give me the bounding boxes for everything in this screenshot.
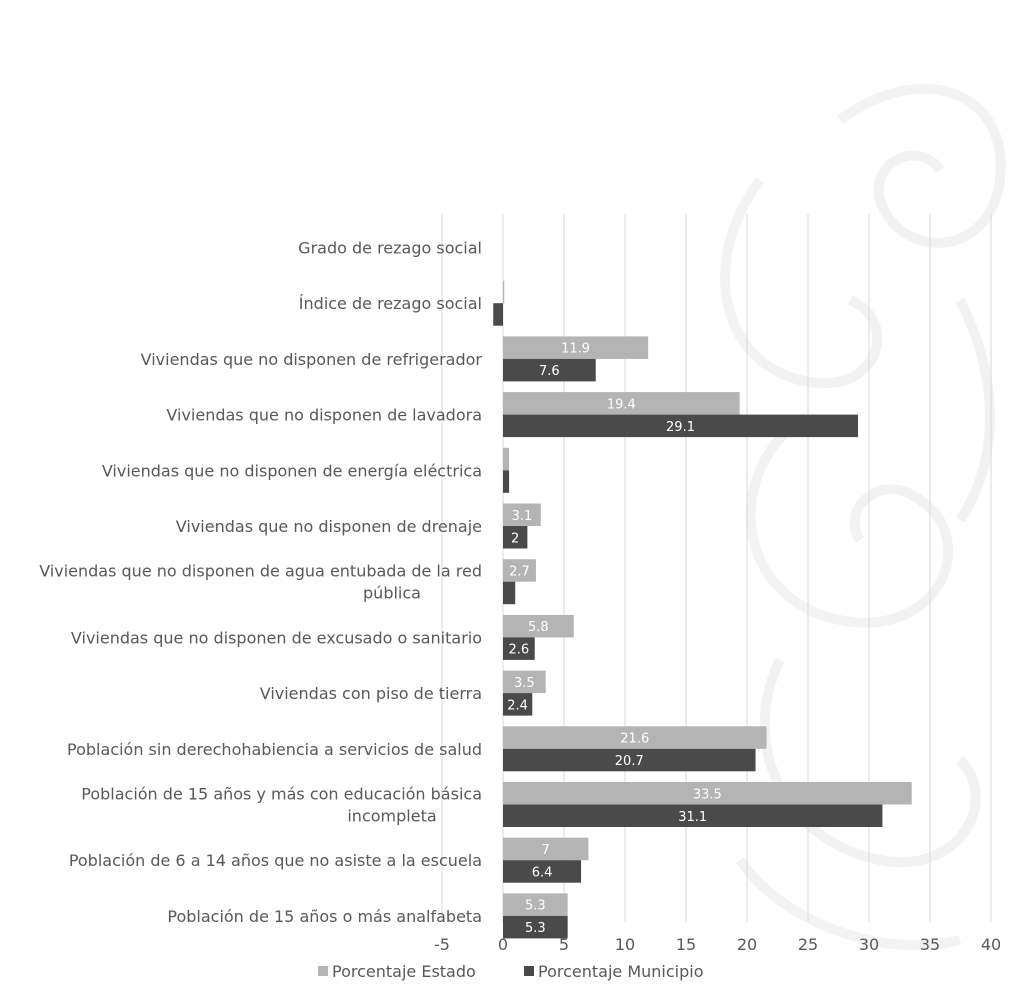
legend-label: Porcentaje Municipio (538, 962, 704, 981)
category-label: Grado de rezago social (298, 239, 482, 258)
bar-estado (503, 336, 649, 359)
x-tick-label: 25 (798, 935, 818, 954)
bar-municipio (503, 804, 883, 827)
x-tick-label: 40 (981, 935, 1001, 954)
data-label: 33.5 (693, 787, 722, 802)
x-tick-label: 35 (920, 935, 940, 954)
bar-municipio (503, 526, 528, 549)
bar-municipio (503, 860, 582, 883)
bar-municipio (503, 693, 533, 716)
data-label: 3.1 (512, 509, 533, 524)
bar-municipio (503, 748, 756, 772)
x-tick-label: 20 (737, 935, 757, 954)
data-label: 6.4 (532, 865, 553, 880)
bar-estado (503, 893, 568, 916)
legend-swatch (318, 966, 328, 976)
bar-estado (503, 837, 589, 861)
bar-estado (503, 559, 536, 582)
category-label: Viviendas que no disponen de excusado o … (71, 628, 482, 647)
category-label: pública (363, 584, 421, 603)
bar-municipio (503, 581, 516, 605)
data-label: 2.4 (507, 698, 528, 713)
category-label: Viviendas con piso de tierra (260, 684, 482, 703)
bar-municipio (503, 414, 859, 438)
bar-estado (503, 614, 574, 638)
x-tick-label: 10 (615, 935, 635, 954)
bar-municipio (503, 358, 596, 382)
bar-municipio (493, 303, 503, 326)
bar-estado (503, 503, 541, 526)
data-label: 7 (542, 843, 550, 858)
data-label: 2.7 (509, 564, 530, 579)
data-label: 5.8 (528, 620, 549, 635)
legend-swatch (524, 966, 534, 976)
x-tick-label: 5 (559, 935, 569, 954)
bar-estado (503, 447, 510, 471)
data-label: 7.6 (539, 364, 560, 379)
category-label: Viviendas que no disponen de drenaje (176, 517, 482, 536)
x-tick-label: 30 (859, 935, 879, 954)
data-label: 2 (511, 531, 519, 546)
bar-estado (503, 782, 912, 805)
category-label: Población sin derechohabiencia a servici… (67, 740, 482, 759)
data-label: 5.3 (525, 921, 546, 936)
x-tick-label: -5 (434, 935, 450, 954)
category-label: Viviendas que no disponen de refrigerado… (141, 350, 483, 369)
bar-estado (503, 726, 767, 749)
data-label: 29.1 (666, 420, 695, 435)
category-label: Población de 15 años o más analfabeta (167, 907, 482, 926)
bar-estado (503, 670, 546, 694)
legend-label: Porcentaje Estado (332, 962, 476, 981)
bar-municipio (503, 470, 510, 493)
data-label: 2.6 (509, 643, 530, 658)
data-label: 5.3 (525, 899, 546, 914)
category-label: Población de 6 a 14 años que no asiste a… (69, 851, 482, 870)
bar-estado (503, 392, 740, 415)
x-tick-label: 15 (676, 935, 696, 954)
bar-municipio (503, 637, 535, 660)
x-tick-label: 0 (498, 935, 508, 954)
category-label: Población de 15 años y más con educación… (81, 785, 482, 804)
category-label: Índice de rezago social (299, 294, 482, 313)
data-label: 19.4 (607, 397, 636, 412)
bar-municipio (503, 915, 568, 939)
bar-estado (503, 280, 505, 304)
data-label: 20.7 (615, 754, 644, 769)
data-label: 3.5 (514, 676, 535, 691)
data-label: 31.1 (678, 810, 707, 825)
category-label: Viviendas que no disponen de energía elé… (102, 461, 482, 480)
data-label: 21.6 (620, 732, 649, 747)
category-label: incompleta (347, 807, 436, 826)
category-label: Viviendas que no disponen de lavadora (166, 406, 482, 425)
category-label: Viviendas que no disponen de agua entuba… (39, 562, 482, 581)
data-label: 11.9 (561, 342, 590, 357)
